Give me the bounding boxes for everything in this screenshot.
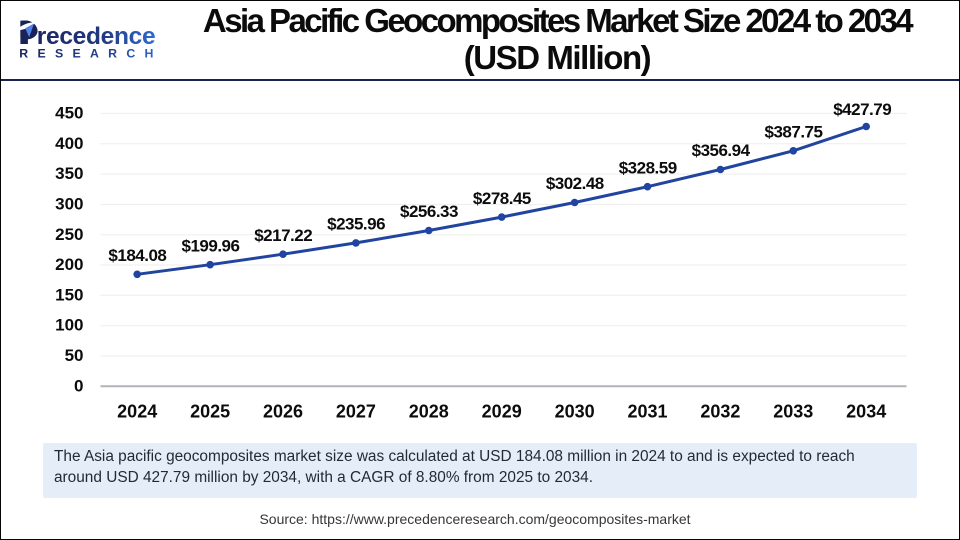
svg-text:2029: 2029 <box>481 401 521 421</box>
svg-text:recedence: recedence <box>37 23 156 50</box>
svg-text:150: 150 <box>55 285 83 304</box>
svg-text:2028: 2028 <box>408 401 448 421</box>
svg-text:100: 100 <box>55 315 83 334</box>
svg-text:2024: 2024 <box>117 401 157 421</box>
svg-text:$387.75: $387.75 <box>764 122 822 141</box>
svg-text:2033: 2033 <box>773 401 813 421</box>
svg-text:200: 200 <box>55 255 83 274</box>
svg-text:$199.96: $199.96 <box>181 236 239 255</box>
svg-text:2034: 2034 <box>846 401 886 421</box>
svg-text:50: 50 <box>64 346 83 365</box>
svg-text:$256.33: $256.33 <box>400 202 458 221</box>
svg-text:300: 300 <box>55 194 83 213</box>
svg-text:$235.96: $235.96 <box>327 214 385 233</box>
svg-text:0: 0 <box>74 376 83 395</box>
svg-text:2025: 2025 <box>190 401 230 421</box>
svg-text:2027: 2027 <box>335 401 375 421</box>
svg-text:$356.94: $356.94 <box>691 141 750 160</box>
svg-text:250: 250 <box>55 224 83 243</box>
svg-text:$217.22: $217.22 <box>254 225 312 244</box>
svg-text:2030: 2030 <box>554 401 594 421</box>
svg-text:350: 350 <box>55 164 83 183</box>
svg-text:RESEARCH: RESEARCH <box>19 46 162 60</box>
svg-text:$427.79: $427.79 <box>833 99 891 118</box>
svg-text:$328.59: $328.59 <box>618 158 676 177</box>
svg-text:$278.45: $278.45 <box>472 188 530 207</box>
svg-text:$184.08: $184.08 <box>108 246 166 265</box>
svg-text:450: 450 <box>55 103 83 122</box>
svg-text:2032: 2032 <box>700 401 740 421</box>
svg-text:$302.48: $302.48 <box>545 174 603 193</box>
svg-text:2026: 2026 <box>262 401 302 421</box>
svg-text:400: 400 <box>55 133 83 152</box>
svg-text:2031: 2031 <box>627 401 667 421</box>
